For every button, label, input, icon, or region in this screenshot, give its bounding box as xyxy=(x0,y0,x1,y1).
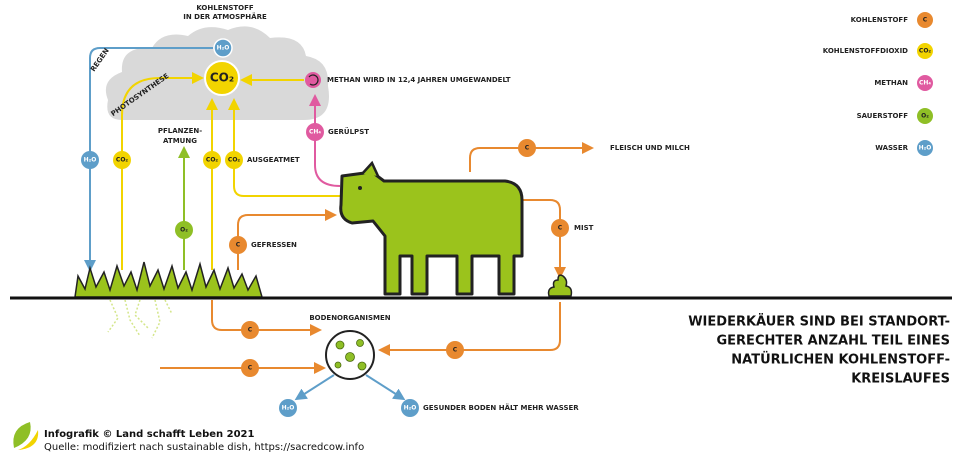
infographic: KOHLENSTOFF IN DER ATMOSPHÄRE H₂O CO₂ ME… xyxy=(0,0,964,460)
soil-arrow xyxy=(212,300,318,330)
roots xyxy=(108,300,172,338)
grass xyxy=(75,262,262,297)
legend-label: KOHLENSTOFFDIOXID xyxy=(823,47,908,55)
headline: WIEDERKÄUER SIND BEI STANDORT- xyxy=(688,314,950,330)
badge-symbol: C xyxy=(248,365,253,372)
badge-symbol: CO₂ xyxy=(116,157,129,164)
legend-label: WASSER xyxy=(875,144,908,152)
badge-symbol: CH₄ xyxy=(309,129,321,136)
cow-ear xyxy=(362,163,378,176)
badge-symbol: H₂O xyxy=(282,405,295,412)
label: FLEISCH UND MILCH xyxy=(610,144,690,152)
legend-symbol: H₂O xyxy=(919,145,932,152)
badge-symbol: H₂O xyxy=(404,405,417,412)
label: AUSGEATMET xyxy=(247,156,300,164)
co2-symbol: CO₂ xyxy=(210,71,234,85)
label: GEFRESSEN xyxy=(251,241,297,249)
water-arrow xyxy=(366,375,402,398)
legend-symbol: CO₂ xyxy=(919,48,932,55)
badge-symbol: O₂ xyxy=(180,227,188,234)
badge-symbol: C xyxy=(248,327,253,334)
badge-symbol: CO₂ xyxy=(206,157,219,164)
headline: KREISLAUFES xyxy=(851,372,950,387)
badge-symbol: C xyxy=(453,347,458,354)
label: MIST xyxy=(574,224,594,232)
badge-symbol: H₂O xyxy=(84,157,97,164)
label: PFLANZEN- xyxy=(158,127,202,135)
label: GERÜLPST xyxy=(328,127,369,136)
badge-symbol: H₂O xyxy=(217,45,230,52)
water-arrow xyxy=(298,375,334,398)
cow-eye xyxy=(358,186,362,190)
label: GESUNDER BODEN HÄLT MEHR WASSER xyxy=(423,403,579,412)
legend-symbol: O₂ xyxy=(921,113,929,120)
legend-label: SAUERSTOFF xyxy=(857,112,909,120)
cloud-title: KOHLENSTOFF xyxy=(196,4,254,12)
label: METHAN WIRD IN 12,4 JAHREN UMGEWANDELT xyxy=(327,76,511,84)
headline: NATÜRLICHEN KOHLENSTOFF- xyxy=(731,352,950,368)
dung xyxy=(549,275,572,296)
badge-symbol: C xyxy=(558,225,563,232)
badge-symbol: CO₂ xyxy=(228,157,241,164)
cow xyxy=(341,172,522,294)
dung-arrow xyxy=(522,200,560,275)
legend-symbol: CH₄ xyxy=(919,80,931,87)
credit: Infografik © Land schafft Leben 2021 xyxy=(44,429,254,440)
legend-label: KOHLENSTOFF xyxy=(851,16,909,24)
cloud-title: IN DER ATMOSPHÄRE xyxy=(183,12,267,21)
label: ATMUNG xyxy=(163,137,197,145)
soil-arrow xyxy=(382,302,560,350)
legend-label: METHAN xyxy=(874,79,908,87)
source: Quelle: modifiziert nach sustainable dis… xyxy=(44,442,364,453)
headline: GERECHTER ANZAHL TEIL EINES xyxy=(717,334,951,349)
badge-symbol: C xyxy=(236,242,241,249)
badge-symbol: C xyxy=(525,145,530,152)
label: BODENORGANISMEN xyxy=(309,314,390,322)
legend-symbol: C xyxy=(923,17,928,24)
